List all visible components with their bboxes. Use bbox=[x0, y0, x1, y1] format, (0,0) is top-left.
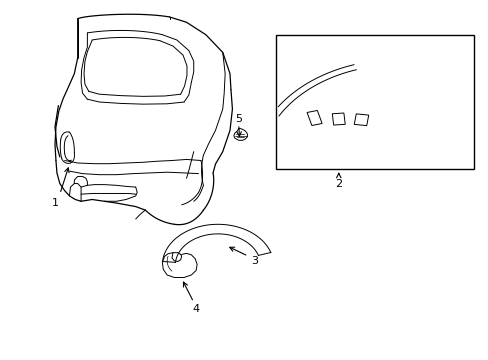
Polygon shape bbox=[353, 114, 368, 126]
Polygon shape bbox=[332, 113, 345, 125]
Polygon shape bbox=[306, 111, 322, 126]
Text: 4: 4 bbox=[192, 304, 199, 314]
Text: 2: 2 bbox=[334, 179, 342, 189]
Text: 1: 1 bbox=[51, 198, 59, 208]
Text: 3: 3 bbox=[251, 256, 258, 266]
Text: 5: 5 bbox=[235, 114, 242, 124]
Bar bbox=[275, 35, 473, 169]
